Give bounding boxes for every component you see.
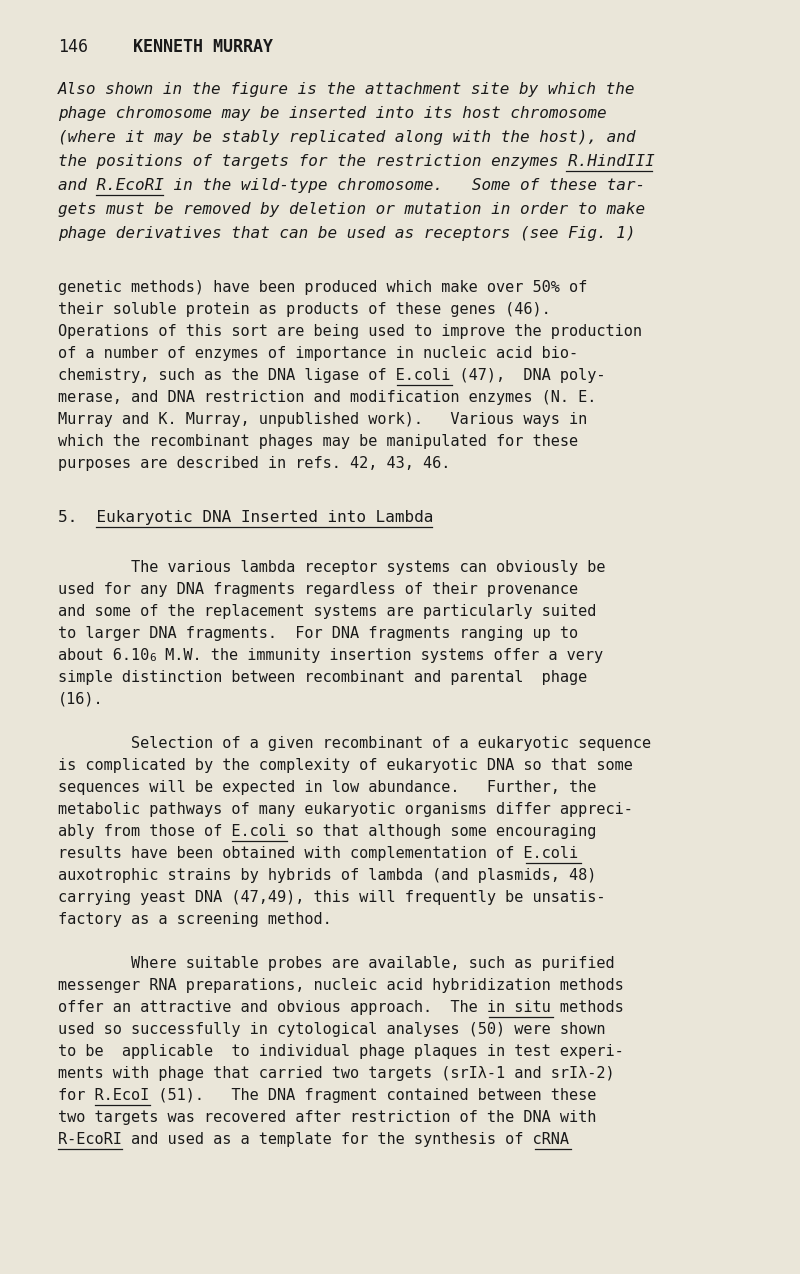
Text: carrying yeast DNA (47,49), this will frequently be unsatis-: carrying yeast DNA (47,49), this will fr… [58, 891, 606, 905]
Text: chemistry, such as the DNA ligase of E.coli (47),  DNA poly-: chemistry, such as the DNA ligase of E.c… [58, 368, 606, 383]
Text: auxotrophic strains by hybrids of lambda (and plasmids, 48): auxotrophic strains by hybrids of lambda… [58, 868, 596, 883]
Text: used for any DNA fragments regardless of their provenance: used for any DNA fragments regardless of… [58, 582, 578, 598]
Text: 146: 146 [58, 38, 88, 56]
Text: and R.EcoRI in the wild-type chromosome.   Some of these tar-: and R.EcoRI in the wild-type chromosome.… [58, 178, 645, 192]
Text: factory as a screening method.: factory as a screening method. [58, 912, 332, 927]
Text: (where it may be stably replicated along with the host), and: (where it may be stably replicated along… [58, 130, 635, 145]
Text: Selection of a given recombinant of a eukaryotic sequence: Selection of a given recombinant of a eu… [58, 736, 651, 750]
Text: M.W. the immunity insertion systems offer a very: M.W. the immunity insertion systems offe… [156, 648, 603, 662]
Text: their soluble protein as products of these genes (46).: their soluble protein as products of the… [58, 302, 550, 317]
Text: metabolic pathways of many eukaryotic organisms differ appreci-: metabolic pathways of many eukaryotic or… [58, 803, 633, 817]
Text: is complicated by the complexity of eukaryotic DNA so that some: is complicated by the complexity of euka… [58, 758, 633, 773]
Text: Operations of this sort are being used to improve the production: Operations of this sort are being used t… [58, 324, 642, 339]
Text: offer an attractive and obvious approach.  The in situ methods: offer an attractive and obvious approach… [58, 1000, 624, 1015]
Text: Where suitable probes are available, such as purified: Where suitable probes are available, suc… [58, 956, 614, 971]
Text: about 6.10: about 6.10 [58, 648, 150, 662]
Text: (16).: (16). [58, 692, 104, 707]
Text: Also shown in the figure is the attachment site by which the: Also shown in the figure is the attachme… [58, 82, 635, 97]
Text: sequences will be expected in low abundance.   Further, the: sequences will be expected in low abunda… [58, 780, 596, 795]
Text: messenger RNA preparations, nucleic acid hybridization methods: messenger RNA preparations, nucleic acid… [58, 978, 624, 992]
Text: gets must be removed by deletion or mutation in order to make: gets must be removed by deletion or muta… [58, 203, 645, 217]
Text: to be  applicable  to individual phage plaques in test experi-: to be applicable to individual phage pla… [58, 1043, 624, 1059]
Text: for R.EcoI (51).   The DNA fragment contained between these: for R.EcoI (51). The DNA fragment contai… [58, 1088, 596, 1103]
Text: ments with phage that carried two targets (srIλ-1 and srIλ-2): ments with phage that carried two target… [58, 1066, 614, 1082]
Text: used so successfully in cytological analyses (50) were shown: used so successfully in cytological anal… [58, 1022, 606, 1037]
Text: R-EcoRI and used as a template for the synthesis of cRNA: R-EcoRI and used as a template for the s… [58, 1133, 569, 1147]
Text: ably from those of E.coli so that although some encouraging: ably from those of E.coli so that althou… [58, 824, 596, 840]
Text: KENNETH MURRAY: KENNETH MURRAY [133, 38, 273, 56]
Text: 6: 6 [150, 654, 156, 662]
Text: Murray and K. Murray, unpublished work).   Various ways in: Murray and K. Murray, unpublished work).… [58, 412, 587, 427]
Text: and some of the replacement systems are particularly suited: and some of the replacement systems are … [58, 604, 596, 619]
Text: The various lambda receptor systems can obviously be: The various lambda receptor systems can … [58, 561, 606, 575]
Text: phage chromosome may be inserted into its host chromosome: phage chromosome may be inserted into it… [58, 106, 606, 121]
Text: purposes are described in refs. 42, 43, 46.: purposes are described in refs. 42, 43, … [58, 456, 450, 471]
Text: results have been obtained with complementation of E.coli: results have been obtained with compleme… [58, 846, 578, 861]
Text: which the recombinant phages may be manipulated for these: which the recombinant phages may be mani… [58, 434, 578, 448]
Text: simple distinction between recombinant and parental  phage: simple distinction between recombinant a… [58, 670, 587, 685]
Text: 5.  Eukaryotic DNA Inserted into Lambda: 5. Eukaryotic DNA Inserted into Lambda [58, 510, 434, 525]
Text: to larger DNA fragments.  For DNA fragments ranging up to: to larger DNA fragments. For DNA fragmen… [58, 626, 578, 641]
Text: two targets was recovered after restriction of the DNA with: two targets was recovered after restrict… [58, 1110, 596, 1125]
Text: of a number of enzymes of importance in nucleic acid bio-: of a number of enzymes of importance in … [58, 347, 578, 361]
Text: phage derivatives that can be used as receptors (see Fig. 1): phage derivatives that can be used as re… [58, 225, 635, 241]
Text: genetic methods) have been produced which make over 50% of: genetic methods) have been produced whic… [58, 280, 587, 296]
Text: the positions of targets for the restriction enzymes R.HindIII: the positions of targets for the restric… [58, 154, 654, 169]
Text: merase, and DNA restriction and modification enzymes (N. E.: merase, and DNA restriction and modifica… [58, 390, 596, 405]
